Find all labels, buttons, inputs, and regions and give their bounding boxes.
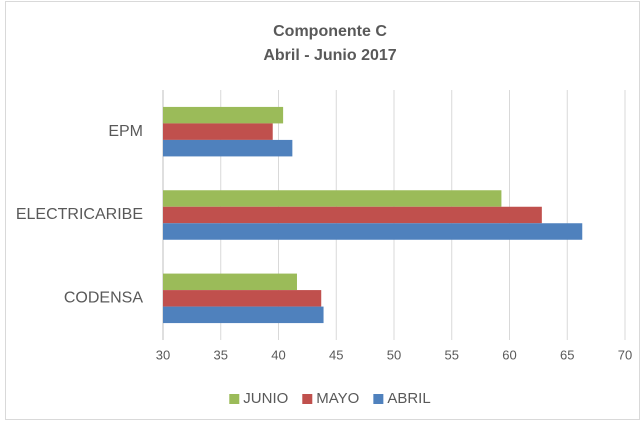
- bar: [163, 290, 322, 307]
- x-tick-label: 55: [445, 347, 459, 362]
- x-tick-label: 30: [156, 347, 170, 362]
- legend-label: JUNIO: [243, 390, 288, 407]
- legend-label: ABRIL: [387, 390, 430, 407]
- bar: [163, 206, 542, 224]
- x-tick-label: 65: [560, 347, 574, 362]
- legend-swatch: [302, 394, 313, 404]
- chart-subtitle: Abril - Junio 2017: [263, 47, 396, 64]
- chart-title: Componente C: [273, 23, 387, 40]
- bar: [163, 273, 297, 291]
- bar: [163, 139, 293, 157]
- legend-swatch: [373, 394, 384, 404]
- x-tick-label: 50: [387, 347, 401, 362]
- bar: [163, 306, 324, 324]
- y-tick-label: ELECTRICARIBE: [16, 206, 143, 223]
- legend-label: MAYO: [316, 390, 359, 407]
- x-tick-label: 35: [214, 347, 228, 362]
- x-tick-label: 40: [271, 347, 285, 362]
- legend-swatch: [229, 394, 240, 404]
- bar: [163, 190, 502, 207]
- bar: [163, 106, 284, 124]
- x-tick-label: 45: [329, 347, 343, 362]
- bar: [163, 123, 273, 140]
- y-tick-label: EPM: [108, 123, 143, 140]
- x-tick-label: 70: [618, 347, 632, 362]
- bar: [163, 223, 583, 240]
- x-tick-label: 60: [502, 347, 516, 362]
- y-tick-label: CODENSA: [64, 290, 143, 307]
